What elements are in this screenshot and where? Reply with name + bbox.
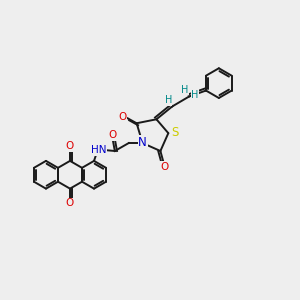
Text: N: N [138, 136, 147, 148]
Text: O: O [66, 199, 74, 208]
Text: O: O [66, 141, 74, 151]
Text: H: H [191, 89, 199, 100]
Text: O: O [109, 130, 117, 140]
Text: H: H [182, 85, 189, 94]
Text: O: O [160, 162, 169, 172]
Text: H: H [165, 95, 172, 106]
Text: O: O [118, 112, 127, 122]
Text: HN: HN [91, 145, 107, 155]
Text: S: S [172, 126, 179, 139]
